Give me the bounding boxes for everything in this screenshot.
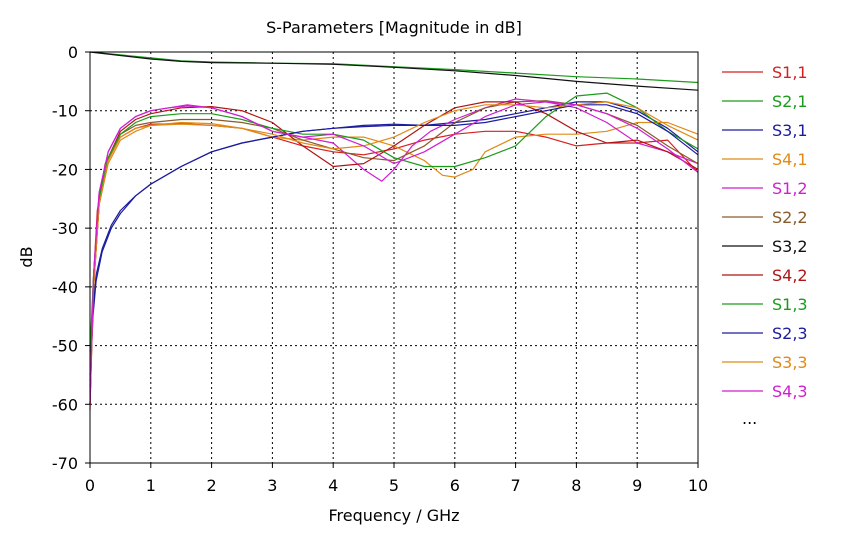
- x-tick-label: 10: [688, 476, 708, 495]
- legend-label: S2,3: [772, 324, 808, 343]
- legend: S1,1 S2,1 S3,1 S4,1 S1,2 S2,2 S3,2 S4,2 S1,3 S2,3…: [722, 63, 808, 428]
- y-tick-label: -50: [52, 337, 78, 356]
- x-axis-label: Frequency / GHz: [328, 506, 459, 525]
- y-tick-label: 0: [68, 43, 78, 62]
- series-line-s3-2: [89, 51, 699, 91]
- legend-label: S1,3: [772, 295, 808, 314]
- legend-label: S4,3: [772, 382, 808, 401]
- y-tick-label: -20: [52, 160, 78, 179]
- axis-ticks: 0 1 2 3 4 5 6 7 8 9 10 0 -10 -20 -30 -40 -50 -60 -70: [52, 43, 708, 495]
- x-tick-label: 7: [511, 476, 521, 495]
- y-tick-label: -60: [52, 395, 78, 414]
- legend-label: S3,3: [772, 353, 808, 372]
- legend-label: S1,1: [772, 63, 808, 82]
- x-tick-label: 3: [267, 476, 277, 495]
- chart-title: S-Parameters [Magnitude in dB]: [266, 18, 522, 37]
- x-tick-label: 9: [632, 476, 642, 495]
- y-tick-label: -30: [52, 219, 78, 238]
- x-tick-label: 6: [450, 476, 460, 495]
- x-tick-label: 0: [85, 476, 95, 495]
- legend-label: S4,2: [772, 266, 808, 285]
- legend-label: S4,1: [772, 150, 808, 169]
- y-axis-label: dB: [17, 246, 36, 267]
- y-tick-label: -40: [52, 278, 78, 297]
- legend-label: S2,2: [772, 208, 808, 227]
- legend-label: S3,1: [772, 121, 808, 140]
- legend-label: S3,2: [772, 237, 808, 256]
- series-line-s4-1: [89, 121, 699, 405]
- series-line-s4-3: [89, 101, 699, 405]
- y-tick-label: -70: [52, 454, 78, 473]
- grid: [90, 52, 698, 463]
- x-tick-label: 4: [328, 476, 338, 495]
- x-tick-label: 1: [146, 476, 156, 495]
- x-tick-label: 2: [207, 476, 217, 495]
- y-tick-label: -10: [52, 102, 78, 121]
- series-lines: [89, 51, 699, 411]
- x-tick-label: 5: [389, 476, 399, 495]
- legend-label: S2,1: [772, 92, 808, 111]
- legend-label: S1,2: [772, 179, 808, 198]
- x-tick-label: 8: [571, 476, 581, 495]
- legend-more-indicator: ...: [742, 409, 757, 428]
- series-line-s4-2: [89, 101, 699, 387]
